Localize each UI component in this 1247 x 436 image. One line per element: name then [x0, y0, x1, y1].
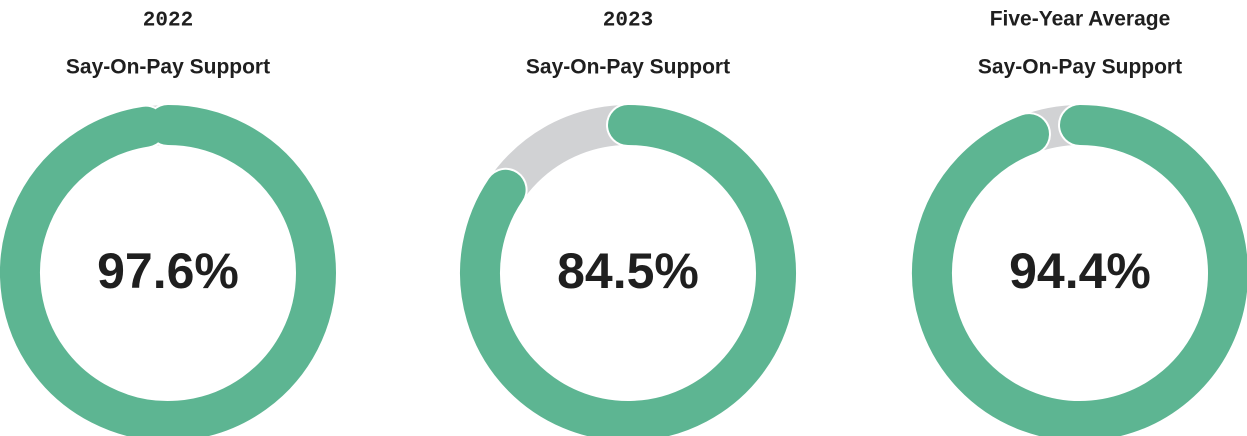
donut-arc — [912, 105, 1247, 436]
chart-subtitle: Say-On-Pay Support — [66, 56, 270, 79]
center-value-label: 97.6% — [97, 243, 239, 299]
donut-arc — [0, 105, 336, 436]
center-value-label: 84.5% — [557, 243, 699, 299]
chart-title: 2023 — [603, 10, 653, 33]
chart-subtitle: Say-On-Pay Support — [978, 56, 1182, 79]
chart-subtitle: Say-On-Pay Support — [526, 56, 730, 79]
donut-arc — [460, 105, 796, 436]
center-value-label: 94.4% — [1009, 243, 1151, 299]
chart-title: 2022 — [143, 10, 193, 33]
chart-title: Five-Year Average — [990, 8, 1171, 31]
